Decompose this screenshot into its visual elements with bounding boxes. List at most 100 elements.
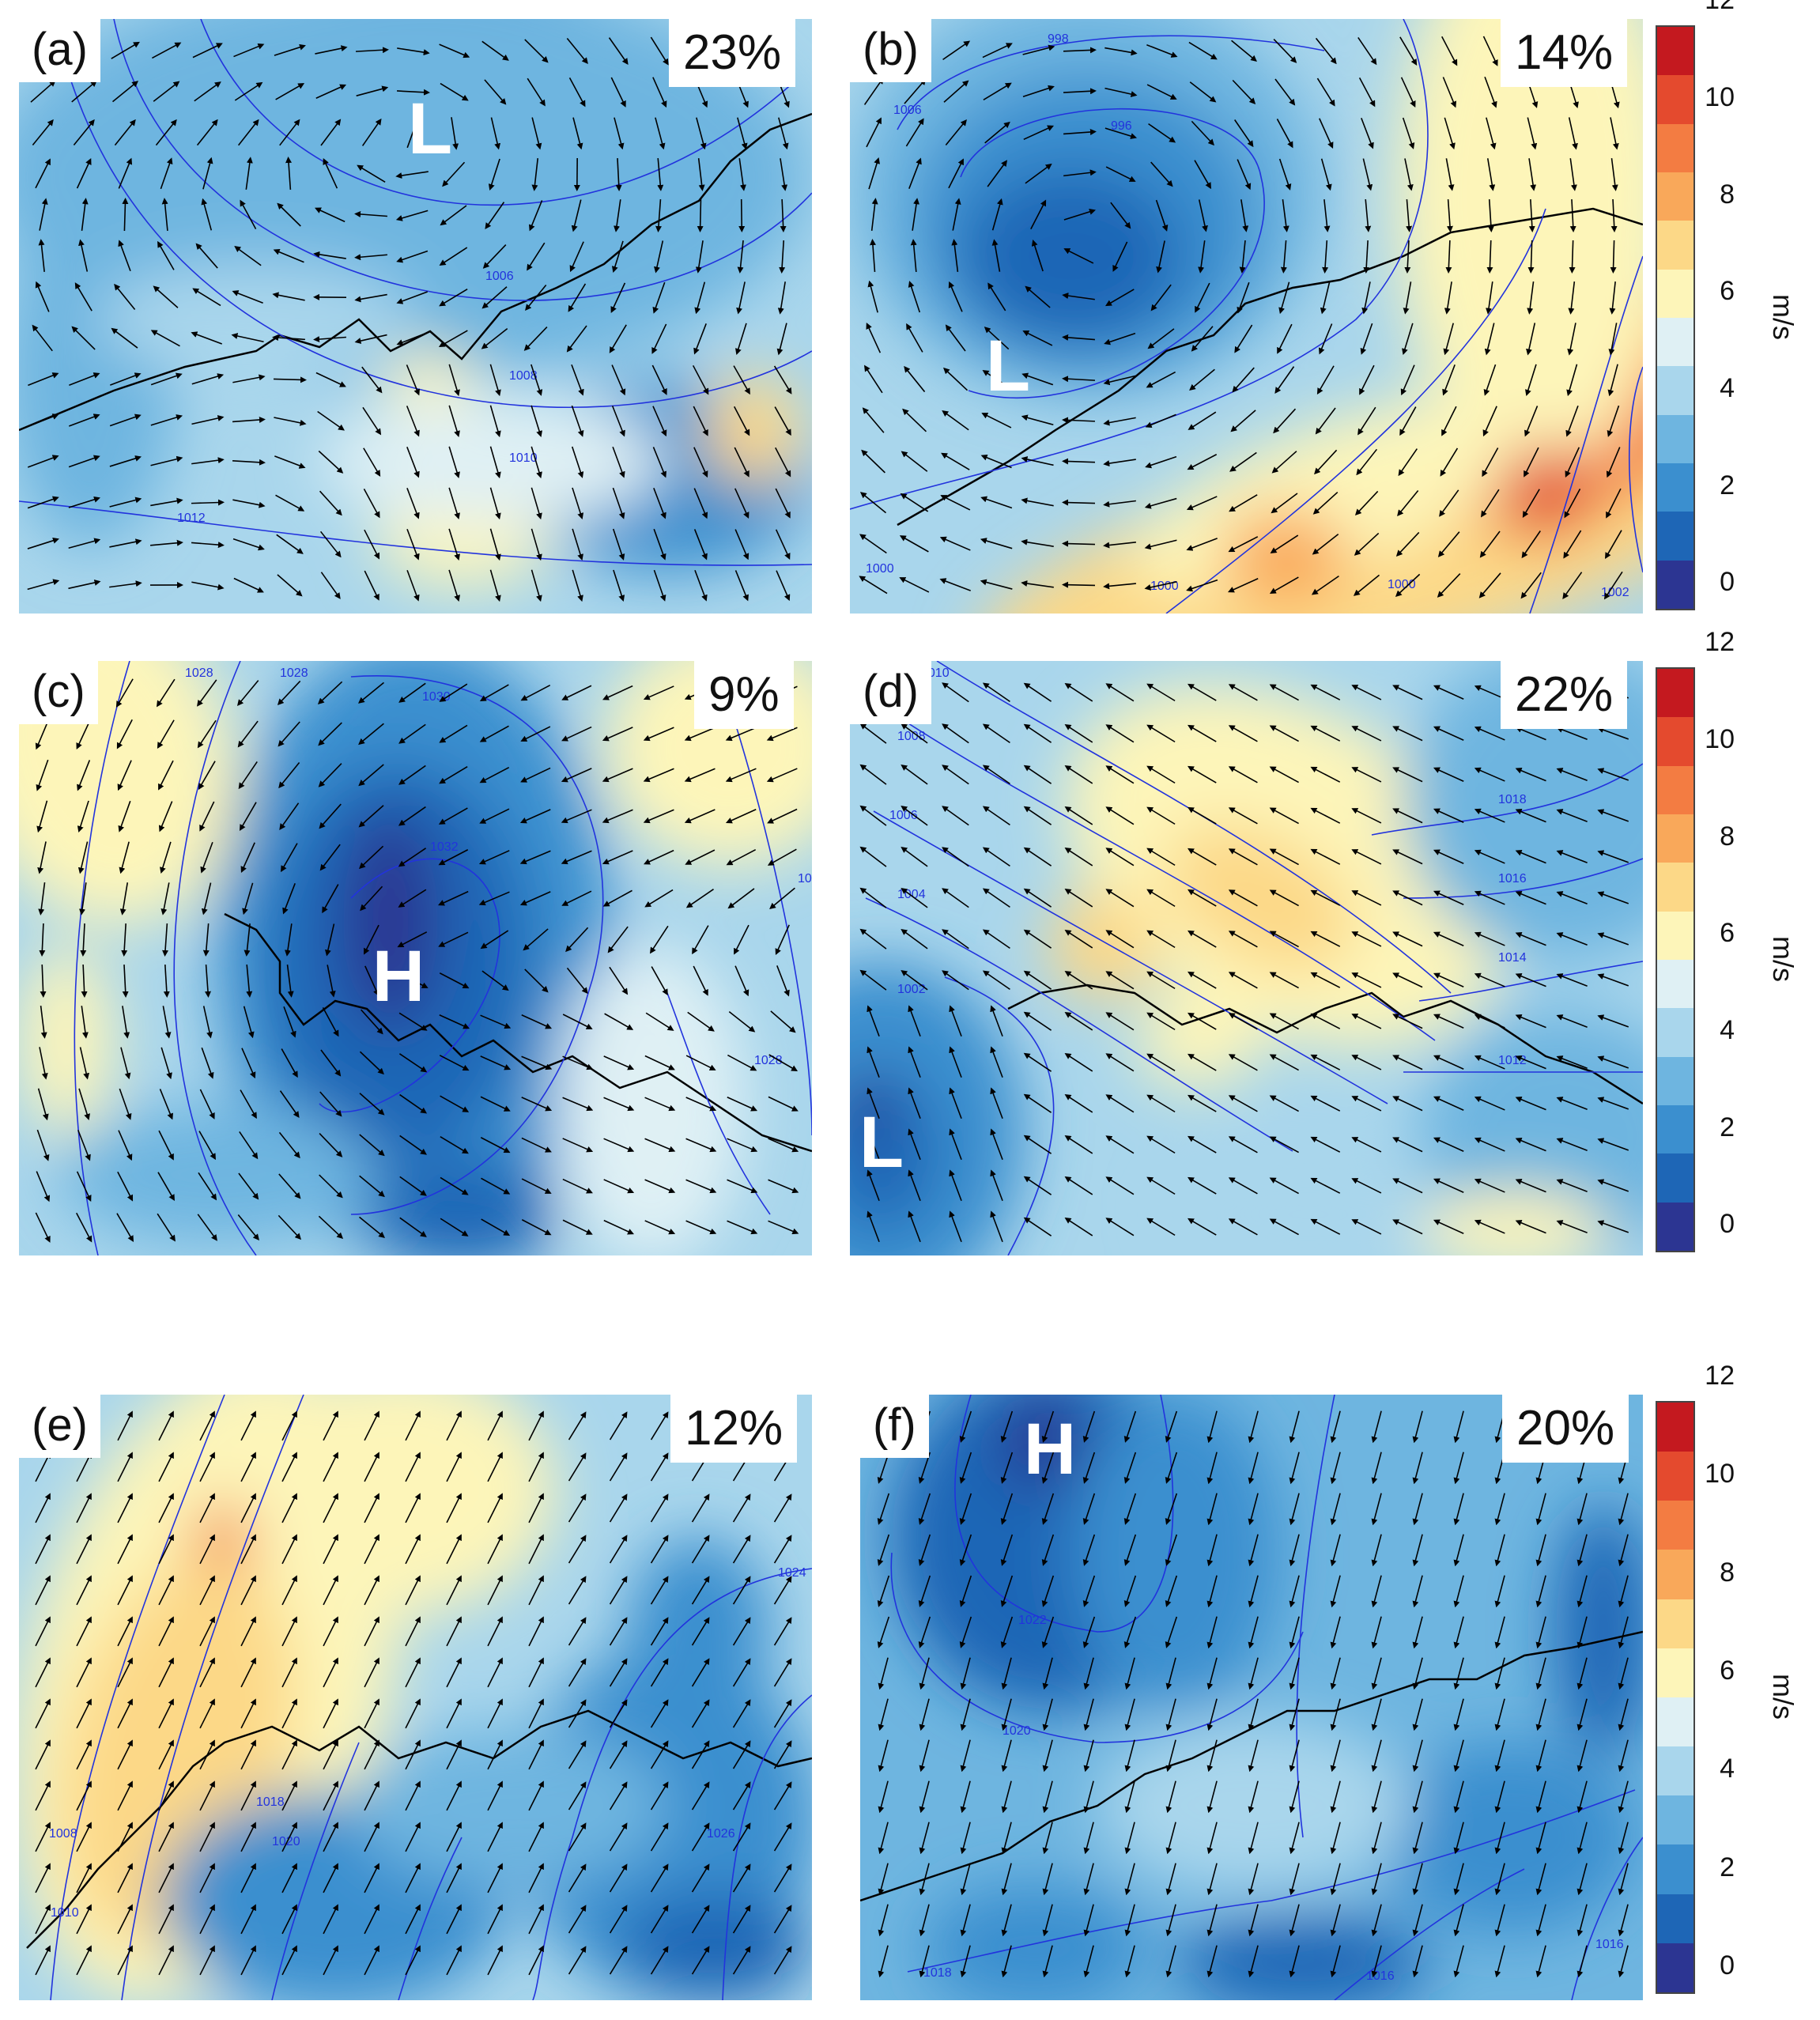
wind-arrow [602, 727, 633, 742]
wind-arrow [685, 1055, 716, 1070]
wind-arrow [76, 1171, 92, 1202]
wind-arrow [727, 1179, 758, 1194]
wind-arrow [951, 239, 959, 272]
wind-arrow [945, 324, 966, 352]
wind-arrow [1353, 574, 1380, 596]
wind-arrow [768, 1096, 799, 1112]
wind-arrow [152, 42, 182, 59]
panel-f: 1022 1020 1018 1016 1016 H [860, 1395, 1643, 2000]
wind-arrow [191, 415, 225, 425]
wind-arrow [246, 965, 253, 998]
wind-arrow [36, 759, 49, 791]
colorbar-tick: 10 [1705, 724, 1735, 754]
wind-arrow [645, 1012, 674, 1031]
wind-arrow [1274, 366, 1295, 394]
wind-arrow [1145, 455, 1177, 469]
wind-arrow [1189, 368, 1215, 391]
wind-arrow [1021, 497, 1054, 507]
wind-arrow [109, 497, 142, 508]
isobar-label: 996 [1111, 119, 1132, 133]
colorbar-segment [1657, 221, 1694, 270]
wind-arrow [439, 247, 468, 266]
wind-arrow [1357, 36, 1377, 66]
wind-arrow [39, 1047, 48, 1080]
wind-arrow [360, 885, 383, 912]
wind-arrow [439, 766, 468, 784]
wind-arrow [157, 240, 175, 270]
wind-arrow [357, 682, 384, 704]
wind-arrow [278, 721, 300, 747]
wind-arrow [868, 157, 880, 190]
wind-arrow [737, 240, 744, 274]
wind-arrow [1198, 240, 1206, 274]
wind-arrow [160, 1047, 172, 1080]
wind-arrow [1239, 240, 1246, 274]
wind-arrow [1483, 364, 1497, 396]
wind-arrow [901, 451, 928, 472]
wind-arrow [358, 805, 384, 828]
colorbar-tick: 10 [1705, 1459, 1735, 1490]
wind-arrow [1354, 490, 1379, 516]
wind-arrow [354, 293, 387, 303]
wind-arrow [480, 930, 509, 950]
wind-arrow [1520, 572, 1542, 599]
wind-arrow [1194, 160, 1211, 190]
isobar [200, 19, 795, 206]
wind-arrow [904, 365, 926, 393]
wind-arrow [398, 806, 426, 826]
isobar-label: 1018 [1498, 793, 1527, 806]
speed-blob [59, 1104, 375, 1246]
wind-arrow [1144, 497, 1177, 509]
wind-arrow [37, 841, 47, 874]
wind-arrow [1230, 410, 1256, 432]
wind-arrow [614, 199, 621, 232]
colorbar-tick: 0 [1720, 1950, 1735, 1980]
wind-arrow [480, 1137, 511, 1153]
wind-arrow [272, 292, 305, 301]
wind-arrow [643, 685, 674, 700]
wind-arrow [1231, 40, 1257, 62]
wind-arrow [602, 768, 633, 783]
wind-arrow [40, 964, 47, 998]
wind-arrow [399, 1176, 427, 1196]
wind-arrow [980, 496, 1013, 509]
wind-arrow [1395, 573, 1421, 597]
wind-arrow [685, 1179, 717, 1194]
wind-arrow [982, 370, 1011, 389]
wind-arrow [150, 414, 183, 426]
wind-arrow [766, 727, 798, 742]
wind-arrow [1062, 499, 1096, 506]
wind-arrow [28, 372, 59, 387]
isobar [1529, 255, 1643, 614]
wind-arrow [1110, 202, 1131, 229]
wind-arrow [192, 43, 223, 59]
map-a: 1006 1008 1010 1012 L [19, 19, 812, 614]
wind-arrow [572, 117, 583, 150]
wind-arrow [1229, 494, 1258, 512]
wind-arrow [237, 119, 259, 146]
wind-arrow [362, 406, 382, 436]
colorbar-segment [1657, 123, 1694, 172]
wind-arrow [531, 446, 542, 479]
wind-arrow [1482, 406, 1497, 437]
wind-arrow [725, 768, 757, 783]
wind-arrow [612, 446, 625, 478]
wind-arrow [32, 119, 54, 146]
wind-arrow [775, 447, 791, 478]
speed-field [19, 19, 810, 588]
wind-arrow [1568, 281, 1576, 315]
wind-arrow [644, 849, 674, 865]
wind-arrow [201, 882, 212, 916]
wind-arrow [232, 459, 266, 466]
wind-arrow [35, 158, 51, 189]
wind-arrow [685, 889, 714, 908]
wind-arrow [1487, 198, 1494, 232]
wind-arrow [1276, 119, 1293, 149]
wind-arrow [571, 199, 582, 232]
wind-arrow [233, 43, 265, 58]
wind-arrow [524, 968, 549, 993]
wind-arrow [695, 240, 704, 274]
coastline [224, 912, 812, 1153]
wind-arrow [397, 47, 430, 56]
wind-arrow [571, 446, 584, 478]
